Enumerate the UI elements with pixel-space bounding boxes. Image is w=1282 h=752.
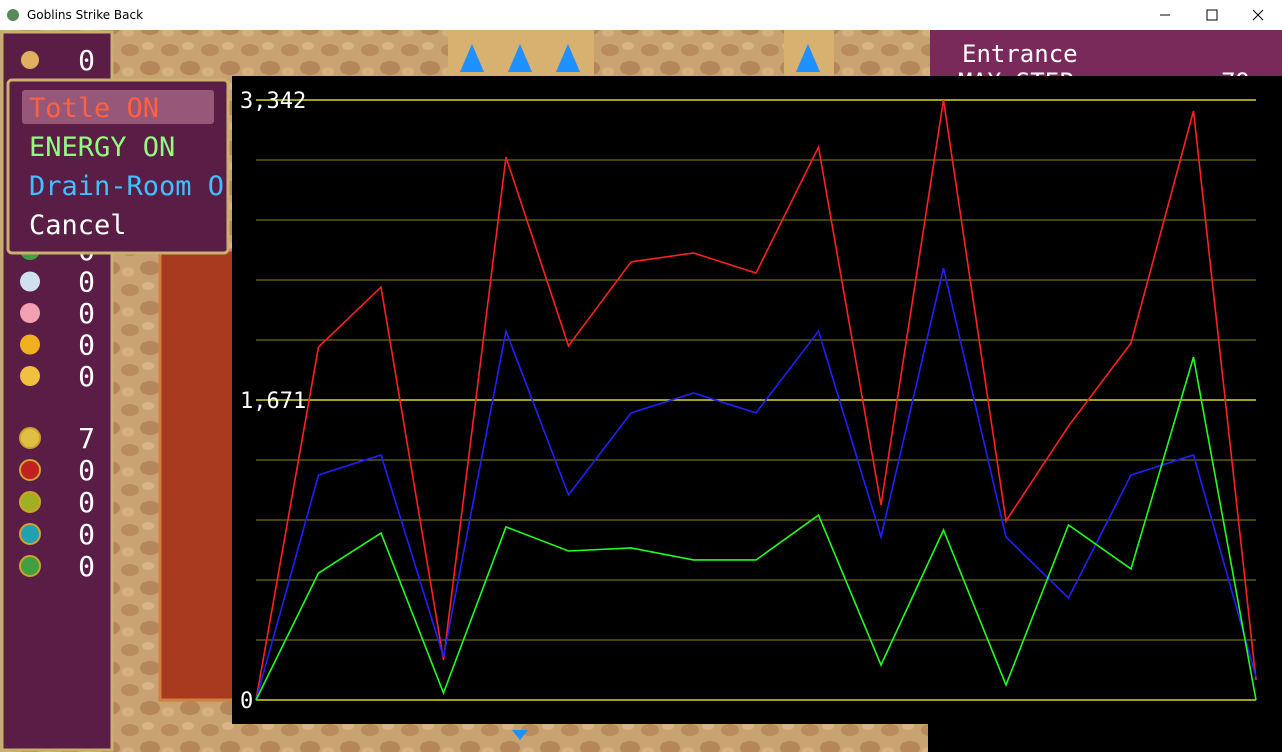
icon — [20, 303, 40, 323]
y-tick-label: 1,671 — [240, 389, 306, 414]
counter: 0 — [78, 44, 95, 77]
app-icon — [7, 9, 19, 21]
orb-icon — [19, 459, 41, 481]
close-button[interactable] — [1252, 9, 1264, 21]
title-bar — [0, 0, 1282, 30]
orb-icon — [19, 427, 41, 449]
icon — [20, 334, 40, 355]
menu-item[interactable]: Cancel — [29, 210, 127, 241]
data-line — [255, 356, 1257, 701]
counter: 0 — [78, 266, 95, 299]
icon — [21, 51, 39, 69]
counter: 0 — [78, 518, 95, 551]
maximize-button[interactable] — [1206, 9, 1218, 21]
orb-icon — [19, 523, 41, 545]
chart-background — [928, 720, 1282, 752]
data-line — [255, 99, 1257, 701]
arrow-marker — [512, 730, 528, 740]
counter: 0 — [78, 550, 95, 583]
panel-title: Entrance — [962, 40, 1078, 68]
icon — [20, 271, 40, 292]
icon — [20, 366, 40, 386]
orb-icon — [19, 555, 41, 577]
menu-item[interactable]: Totle ON — [29, 93, 159, 124]
info-panel — [930, 30, 1282, 76]
counter: 0 — [78, 297, 95, 330]
counter: 0 — [78, 329, 95, 362]
orb-icon — [19, 491, 41, 513]
counter: 7 — [78, 422, 95, 455]
menu-item[interactable]: Drain-Room O — [29, 171, 224, 202]
y-tick-label: 0 — [240, 689, 253, 714]
window-title: Goblins Strike Back — [27, 8, 143, 22]
y-tick-label: 3,342 — [240, 89, 306, 114]
carpet — [158, 248, 237, 702]
counter: 0 — [78, 360, 95, 393]
menu-item[interactable]: ENERGY ON — [29, 132, 175, 163]
counter: 0 — [78, 454, 95, 487]
counter: 0 — [78, 486, 95, 519]
menu-cursor — [22, 90, 214, 124]
data-line — [255, 267, 1257, 701]
